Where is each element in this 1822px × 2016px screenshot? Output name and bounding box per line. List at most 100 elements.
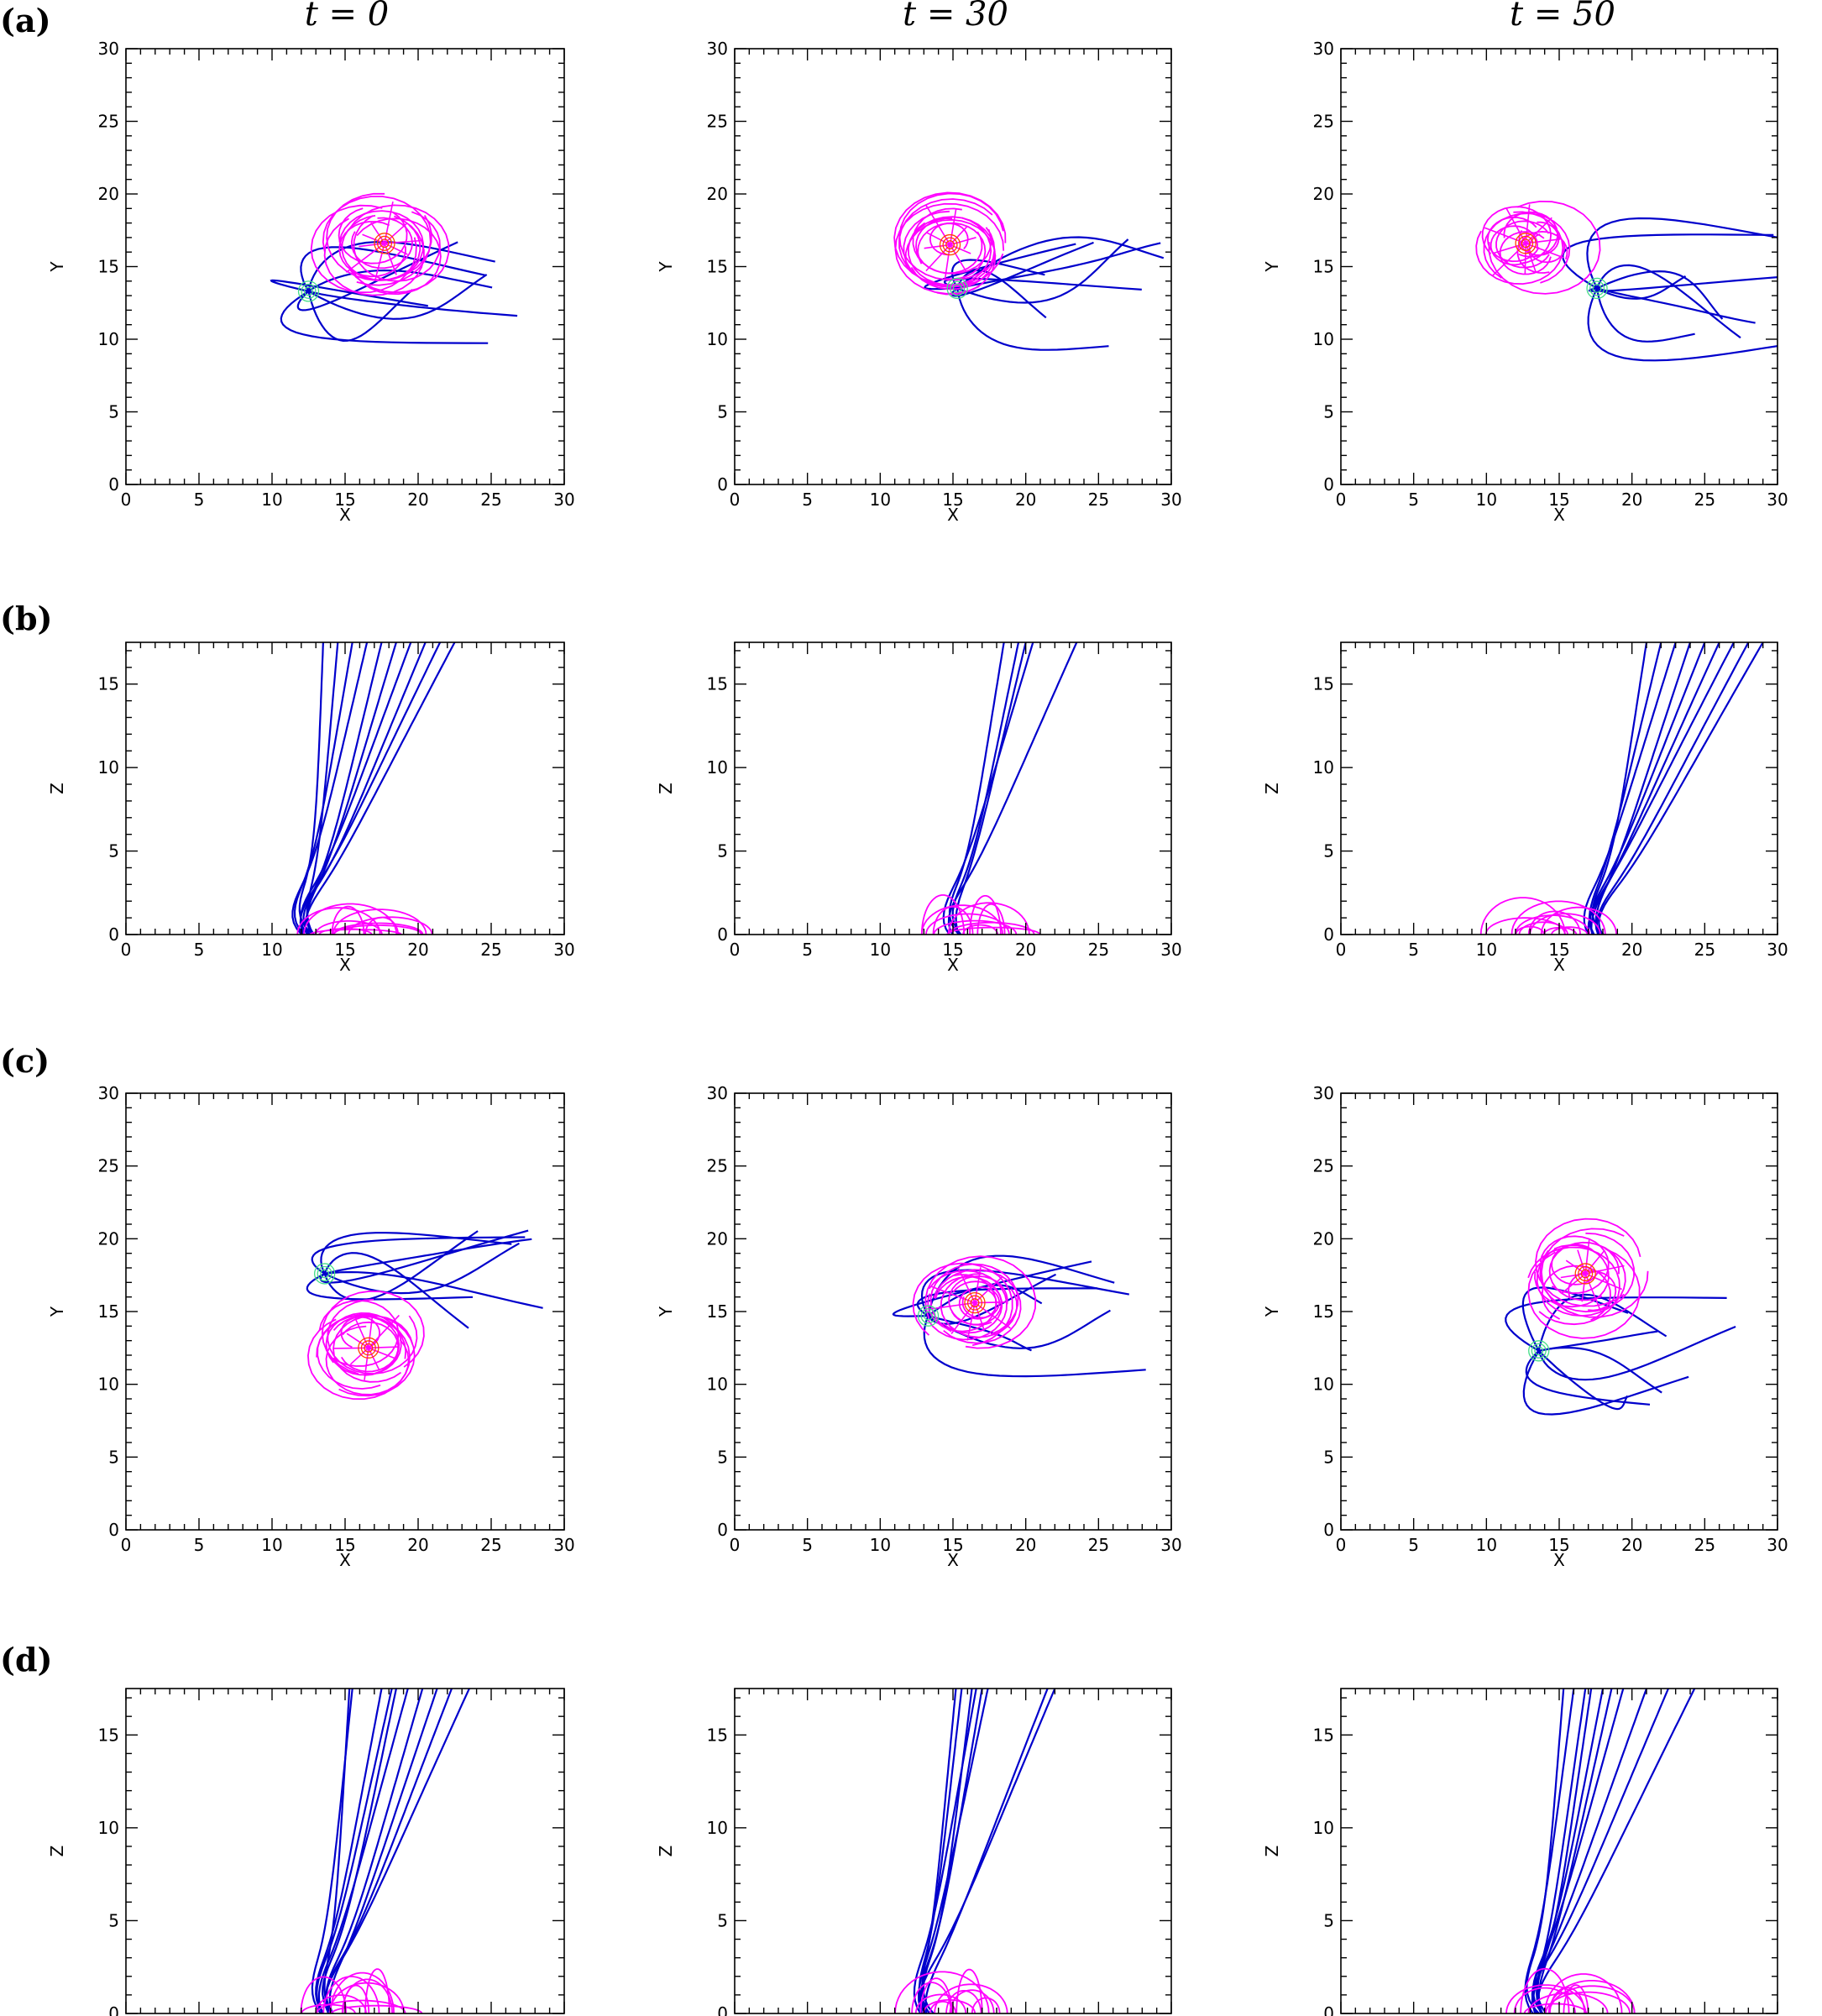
field-line-magenta	[1486, 216, 1540, 263]
field-spoke-magenta	[374, 243, 385, 281]
panel-data-a-0	[270, 192, 518, 344]
y-tick-label: 5	[108, 1910, 119, 1930]
panel-c-0: 0 5 10 15 20 25 30 0 5 10 15 20 25 30 X Y	[47, 1083, 575, 1570]
arcade-magenta	[1551, 926, 1589, 935]
x-tick-label: 0	[121, 940, 132, 960]
arcade-magenta	[1513, 1987, 1576, 2013]
x-tick-label: 30	[553, 490, 574, 510]
y-tick-label: 10	[1313, 757, 1334, 778]
field-line-magenta	[323, 215, 425, 296]
field-line-blue	[948, 642, 1005, 935]
field-spoke-magenta	[1491, 243, 1526, 277]
contour-negative	[313, 1263, 336, 1285]
x-axis-label: X	[1553, 1550, 1565, 1570]
x-tick-label: 0	[730, 940, 741, 960]
y-tick-label: 15	[1313, 1301, 1334, 1322]
panel-a-2: 0 5 10 15 20 25 30 0 5 10 15 20 25 30 X Y	[1262, 39, 1788, 525]
contour-positive	[964, 1291, 986, 1314]
x-tick-label: 15	[942, 1535, 963, 1555]
column-title-t50: t = 50	[1510, 0, 1615, 34]
field-spoke-magenta	[1526, 238, 1561, 244]
field-spoke-magenta	[944, 244, 951, 280]
x-tick-label: 15	[334, 1535, 355, 1555]
field-spoke-magenta	[930, 1286, 976, 1304]
field-line-blue	[923, 1315, 1146, 1378]
field-line-blue	[943, 277, 1142, 291]
field-line-blue	[942, 642, 1034, 935]
field-line-magenta	[348, 204, 450, 294]
y-tick-label: 25	[1313, 112, 1334, 132]
field-line-magenta	[338, 210, 425, 281]
y-tick-label: 10	[1313, 1375, 1334, 1395]
y-tick-label: 25	[98, 1156, 119, 1176]
field-line-magenta	[322, 196, 432, 286]
contour-positive	[1574, 1263, 1596, 1285]
field-line-blue	[1588, 276, 1777, 292]
x-tick-label: 25	[1088, 490, 1109, 510]
field-line-blue	[920, 1269, 1129, 1317]
field-line-blue	[307, 269, 493, 292]
x-tick-label: 5	[194, 940, 205, 960]
y-tick-label: 20	[98, 1228, 119, 1249]
arcade-magenta	[911, 1982, 952, 2013]
field-line-blue	[892, 1260, 1092, 1317]
field-spoke-magenta	[1581, 1273, 1586, 1302]
contour-negative	[946, 277, 968, 300]
contour-positive	[374, 233, 395, 254]
x-tick-label: 30	[1160, 1535, 1181, 1555]
x-tick-label: 20	[1015, 490, 1036, 510]
contour-negative	[920, 1308, 936, 1324]
field-line-blue	[1537, 1689, 1593, 2013]
y-tick-label: 0	[1323, 924, 1334, 945]
row-label-d: (d)	[0, 1641, 53, 1678]
arcade-magenta	[894, 1971, 990, 2013]
x-tick-label: 10	[1476, 490, 1497, 510]
y-axis-label: Z	[656, 1846, 676, 1857]
y-tick-label: 0	[108, 924, 119, 945]
y-axis-label: Y	[656, 1306, 676, 1317]
axis-ticks	[734, 1092, 1172, 1531]
contour-negative	[1586, 277, 1608, 300]
field-line-blue	[1594, 642, 1692, 935]
x-tick-label: 5	[802, 1535, 813, 1555]
contour-negative	[924, 1311, 933, 1321]
y-tick-label: 0	[108, 2003, 119, 2016]
arcade-magenta	[1520, 1967, 1570, 2013]
y-tick-label: 20	[1313, 184, 1334, 204]
contour-positive	[358, 1337, 380, 1359]
contour-positive	[1518, 235, 1534, 251]
field-line-blue	[947, 642, 1078, 935]
panel-data-c-2	[1505, 1217, 1736, 1416]
arcade-magenta	[1547, 1980, 1636, 2013]
y-tick-label: 0	[717, 2003, 728, 2016]
field-spoke-magenta	[368, 1346, 400, 1349]
y-tick-label: 20	[707, 1228, 728, 1249]
contour-negative	[317, 1265, 332, 1281]
panel-data-b-0	[291, 642, 456, 935]
panel-a-0: 0 5 10 15 20 25 30 0 5 10 15 20 25 30 X Y	[47, 39, 575, 525]
y-axis-label: Y	[1262, 1306, 1282, 1317]
y-tick-label: 15	[707, 257, 728, 277]
y-tick-label: 5	[1323, 1447, 1334, 1467]
contour-positive	[1580, 1269, 1590, 1279]
arcade-magenta	[914, 1993, 967, 2013]
panel-data-b-2	[1479, 642, 1764, 935]
panel-data-c-0	[306, 1229, 543, 1401]
field-line-magenta	[933, 1269, 1022, 1344]
y-tick-label: 0	[1323, 2003, 1334, 2016]
field-line-blue	[1537, 1325, 1736, 1381]
x-tick-label: 30	[553, 940, 574, 960]
field-line-blue	[1524, 1689, 1575, 2013]
field-spoke-magenta	[354, 1317, 369, 1348]
field-line-magenta	[325, 1325, 410, 1395]
arcade-magenta	[309, 929, 402, 935]
field-line-blue	[280, 290, 489, 344]
field-line-magenta	[917, 222, 987, 280]
x-tick-label: 20	[407, 490, 428, 510]
x-tick-label: 0	[1336, 940, 1347, 960]
field-line-magenta	[924, 1255, 1037, 1349]
contour-negative	[1534, 1346, 1544, 1356]
x-tick-label: 30	[1767, 940, 1788, 960]
